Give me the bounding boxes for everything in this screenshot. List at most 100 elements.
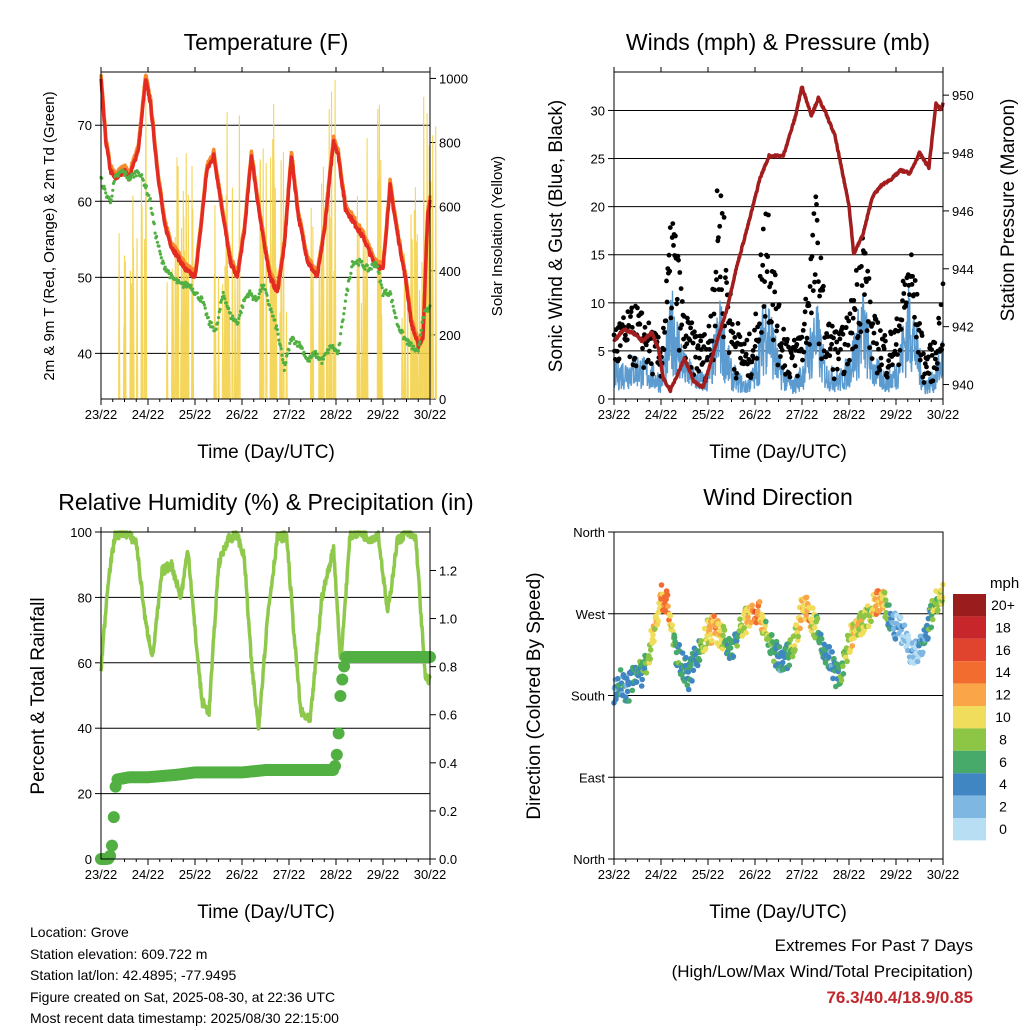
wind-direction-point xyxy=(617,667,624,673)
gust-point xyxy=(841,369,847,375)
gust-point xyxy=(688,325,693,331)
station-location: Location: Grove xyxy=(30,924,129,940)
station-info: Location: Grove Station elevation: 609.7… xyxy=(30,922,339,1030)
gust-point xyxy=(747,331,752,337)
gust-point xyxy=(837,336,843,342)
wind-direction-point xyxy=(690,667,697,674)
dewpoint-point xyxy=(116,174,120,178)
gust-point xyxy=(772,272,778,278)
dewpoint-point xyxy=(158,252,163,256)
temperature-xlabel: Time (Day/UTC) xyxy=(197,442,335,463)
gust-point xyxy=(899,317,905,323)
gust-point xyxy=(693,354,698,360)
dewpoint-point xyxy=(365,263,369,268)
wind-direction-point xyxy=(737,616,743,622)
y-right-tick-label: 940 xyxy=(952,378,974,393)
dewpoint-point xyxy=(374,262,378,266)
gust-point xyxy=(616,356,622,362)
temperature-ylabel-right: Solar Insolation (Yellow) xyxy=(489,156,506,316)
wind-direction-point xyxy=(641,665,648,672)
dewpoint-point xyxy=(289,339,293,343)
gust-point xyxy=(817,293,822,299)
precipitation-point xyxy=(106,839,118,852)
wind-direction-point xyxy=(897,614,904,620)
gust-point xyxy=(697,355,702,361)
gust-point xyxy=(761,304,767,309)
dewpoint-point xyxy=(277,338,281,342)
y-right-tick-label: 0.6 xyxy=(439,708,457,723)
dewpoint-point xyxy=(218,307,222,311)
y-tick-label: North xyxy=(573,525,605,540)
x-tick-label: 28/22 xyxy=(320,867,353,882)
wind-direction-point xyxy=(667,613,674,619)
gust-point xyxy=(833,346,838,352)
y-tick-label: 15 xyxy=(591,248,605,263)
gust-point xyxy=(698,338,704,344)
gust-point xyxy=(867,345,872,351)
wind-direction-point xyxy=(730,653,737,660)
gust-point xyxy=(678,286,684,291)
wind-direction-point xyxy=(739,633,746,639)
dewpoint-point xyxy=(216,321,220,325)
gust-point xyxy=(642,324,648,330)
precipitation-point xyxy=(332,727,345,740)
humidity-frame xyxy=(100,531,431,860)
wind-direction-point xyxy=(786,662,793,669)
precipitation-point xyxy=(330,748,343,761)
gust-point xyxy=(679,322,685,328)
gust-point xyxy=(734,371,740,376)
gust-point xyxy=(648,361,654,367)
wind-direction-point xyxy=(803,594,810,601)
gust-point xyxy=(892,348,898,354)
gust-point xyxy=(664,278,669,284)
x-tick-label: 30/22 xyxy=(927,867,960,882)
dewpoint-point xyxy=(348,275,352,280)
wind-direction-point xyxy=(711,613,717,619)
gust-point xyxy=(766,212,771,218)
dewpoint-point xyxy=(310,355,314,359)
gust-point xyxy=(890,362,895,368)
gust-point xyxy=(723,267,729,273)
gust-point xyxy=(762,314,768,319)
dewpoint-point xyxy=(397,325,401,329)
x-tick-label: 24/22 xyxy=(645,867,678,882)
gust-point xyxy=(721,334,726,340)
gust-point xyxy=(666,252,672,258)
wind-direction-point xyxy=(792,647,798,653)
dewpoint-point xyxy=(339,332,343,336)
gust-point xyxy=(760,226,766,232)
dewpoint-point xyxy=(151,212,155,216)
wind-direction-point xyxy=(826,654,832,660)
dewpoint-point xyxy=(287,348,291,352)
gust-point xyxy=(869,356,875,361)
wind-direction-point xyxy=(776,644,783,650)
gust-point xyxy=(851,298,857,303)
wind-direction-point xyxy=(901,622,908,628)
dewpoint-point xyxy=(238,313,242,317)
y-tick-label: South xyxy=(571,689,605,704)
wind-direction-point xyxy=(639,676,645,683)
y-right-tick-label: 946 xyxy=(952,204,974,219)
wind-direction-point xyxy=(702,646,709,652)
gust-point xyxy=(894,316,900,322)
gust-point xyxy=(714,277,719,283)
x-tick-label: 25/22 xyxy=(692,867,725,882)
wind-direction-point xyxy=(882,597,889,603)
dewpoint-point xyxy=(203,306,207,310)
dewpoint-point xyxy=(275,328,279,332)
gust-point xyxy=(690,340,696,346)
gust-point xyxy=(623,332,628,338)
wind-direction-point xyxy=(679,671,685,677)
precipitation-point xyxy=(338,660,351,673)
wind-direction-point xyxy=(840,671,847,677)
temperature-ylabel: 2m & 9m T (Red, Orange) & 2m Td (Green) xyxy=(41,91,58,380)
dewpoint-point xyxy=(222,294,226,298)
y-right-tick-label: 200 xyxy=(439,328,461,343)
dewpoint-point xyxy=(211,325,215,329)
wind-direction-point xyxy=(883,609,889,616)
gust-point xyxy=(769,319,774,325)
gust-point xyxy=(776,302,782,307)
dewpoint-point xyxy=(220,298,224,302)
x-tick-label: 28/22 xyxy=(833,407,866,422)
dewpoint-point xyxy=(338,341,342,345)
